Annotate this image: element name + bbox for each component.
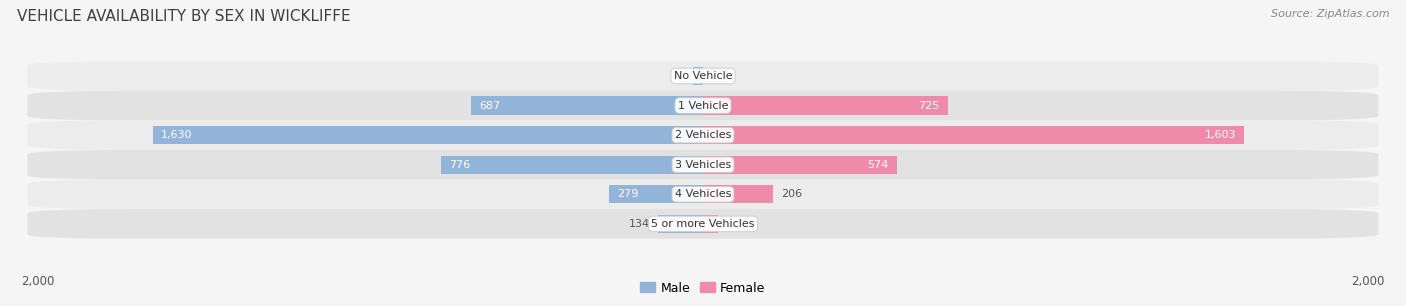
Text: No Vehicle: No Vehicle [673, 71, 733, 81]
Text: 4 Vehicles: 4 Vehicles [675, 189, 731, 199]
Text: 279: 279 [617, 189, 638, 199]
Bar [703, 185, 772, 203]
Text: 574: 574 [868, 160, 889, 170]
Text: 1 Vehicle: 1 Vehicle [678, 101, 728, 110]
Bar [703, 215, 718, 233]
Text: Source: ZipAtlas.com: Source: ZipAtlas.com [1271, 9, 1389, 19]
FancyBboxPatch shape [28, 150, 1378, 180]
Bar [609, 185, 703, 203]
Text: VEHICLE AVAILABILITY BY SEX IN WICKLIFFE: VEHICLE AVAILABILITY BY SEX IN WICKLIFFE [17, 9, 350, 24]
FancyBboxPatch shape [28, 209, 1378, 239]
Text: 5 or more Vehicles: 5 or more Vehicles [651, 219, 755, 229]
Text: 206: 206 [780, 189, 801, 199]
Bar [658, 215, 703, 233]
Bar [441, 155, 703, 174]
Text: 2 Vehicles: 2 Vehicles [675, 130, 731, 140]
Text: 0: 0 [711, 71, 718, 81]
Text: 2,000: 2,000 [21, 275, 55, 288]
Text: 45: 45 [727, 219, 741, 229]
FancyBboxPatch shape [28, 61, 1378, 91]
FancyBboxPatch shape [28, 91, 1378, 120]
Text: 687: 687 [479, 101, 501, 110]
Bar [703, 126, 1244, 144]
Text: 3 Vehicles: 3 Vehicles [675, 160, 731, 170]
Text: 2,000: 2,000 [1351, 275, 1385, 288]
Text: 134: 134 [628, 219, 650, 229]
Bar [693, 67, 703, 85]
Text: 1,603: 1,603 [1205, 130, 1236, 140]
FancyBboxPatch shape [28, 180, 1378, 209]
FancyBboxPatch shape [28, 120, 1378, 150]
Bar [703, 96, 948, 115]
Text: 1,630: 1,630 [160, 130, 193, 140]
Bar [703, 155, 897, 174]
Text: 776: 776 [449, 160, 470, 170]
Text: 30: 30 [671, 71, 685, 81]
Text: 725: 725 [918, 101, 939, 110]
Legend: Male, Female: Male, Female [641, 282, 765, 295]
Bar [152, 126, 703, 144]
Bar [471, 96, 703, 115]
